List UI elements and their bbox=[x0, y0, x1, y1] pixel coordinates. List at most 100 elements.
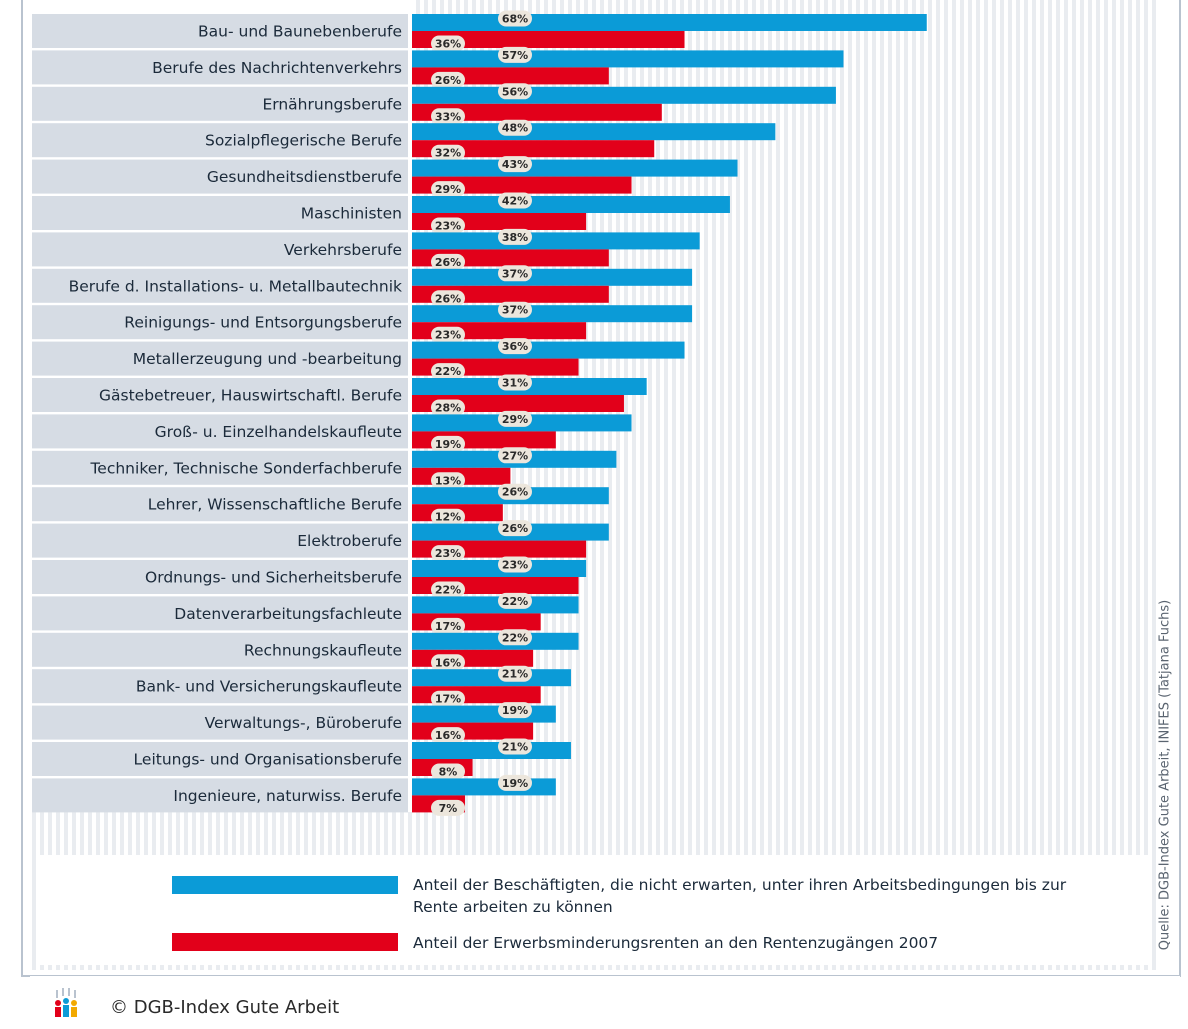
category-label: Leitungs- und Organisationsberufe bbox=[134, 751, 402, 769]
value-pill bbox=[431, 326, 465, 343]
category-bg bbox=[32, 232, 408, 267]
value-label: 38% bbox=[502, 231, 528, 244]
bar bbox=[412, 103, 662, 121]
value-pill bbox=[498, 83, 532, 100]
value-label: 27% bbox=[502, 449, 528, 462]
value-pill bbox=[431, 472, 465, 489]
value-label: 68% bbox=[502, 13, 528, 26]
value-label: 23% bbox=[435, 547, 461, 560]
value-pill bbox=[498, 265, 532, 282]
value-pill bbox=[498, 629, 532, 646]
value-pill bbox=[431, 435, 465, 452]
category-label: Metallerzeugung und -bearbeitung bbox=[133, 350, 402, 368]
value-label: 42% bbox=[502, 195, 528, 208]
category-label: Verkehrsberufe bbox=[284, 241, 402, 259]
category-bg bbox=[32, 632, 408, 667]
value-pill bbox=[431, 581, 465, 598]
value-pill bbox=[431, 253, 465, 270]
bar bbox=[412, 705, 556, 723]
value-pill bbox=[498, 702, 532, 719]
value-pill bbox=[498, 10, 532, 27]
value-label: 23% bbox=[435, 329, 461, 342]
value-label: 19% bbox=[502, 704, 528, 717]
legend-label: Anteil der Erwerbsminderungsrenten an de… bbox=[413, 934, 939, 952]
bar bbox=[412, 123, 776, 141]
category-bg bbox=[32, 268, 408, 303]
value-label: 56% bbox=[502, 85, 528, 98]
category-label: Ordnungs- und Sicherheitsberufe bbox=[145, 569, 402, 587]
value-label: 28% bbox=[435, 402, 461, 415]
value-label: 22% bbox=[435, 584, 461, 597]
value-label: 19% bbox=[435, 438, 461, 451]
value-pill bbox=[498, 192, 532, 209]
value-pill bbox=[431, 763, 465, 780]
bar bbox=[412, 305, 693, 323]
value-pill bbox=[431, 617, 465, 634]
bar bbox=[412, 50, 844, 68]
value-label: 37% bbox=[502, 267, 528, 280]
value-label: 22% bbox=[435, 365, 461, 378]
value-pill bbox=[498, 301, 532, 318]
bar bbox=[412, 232, 700, 250]
value-label: 26% bbox=[502, 522, 528, 535]
value-label: 12% bbox=[435, 511, 461, 524]
legend-swatch bbox=[172, 933, 398, 951]
value-pill bbox=[431, 290, 465, 307]
value-pill bbox=[498, 374, 532, 391]
category-bg bbox=[32, 123, 408, 158]
value-pill bbox=[431, 545, 465, 562]
value-pill bbox=[431, 799, 465, 816]
footer-bg bbox=[30, 976, 1180, 1029]
value-label: 26% bbox=[435, 292, 461, 305]
bar bbox=[412, 596, 579, 614]
value-label: 16% bbox=[435, 729, 461, 742]
value-label: 29% bbox=[502, 413, 528, 426]
category-label: Ingenieure, naturwiss. Berufe bbox=[173, 787, 402, 805]
value-label: 22% bbox=[502, 631, 528, 644]
bar bbox=[412, 649, 534, 667]
value-pill bbox=[431, 508, 465, 525]
value-pill bbox=[431, 108, 465, 125]
value-pill bbox=[431, 654, 465, 671]
category-bg bbox=[32, 487, 408, 522]
category-label: Gästebetreuer, Hauswirtschaftl. Berufe bbox=[99, 387, 402, 405]
category-bg bbox=[32, 14, 408, 48]
category-bg bbox=[32, 705, 408, 740]
category-bg bbox=[32, 341, 408, 376]
category-label: Sozialpflegerische Berufe bbox=[205, 132, 402, 150]
category-bg bbox=[32, 159, 408, 194]
value-pill bbox=[498, 520, 532, 537]
value-label: 23% bbox=[435, 220, 461, 233]
category-bg bbox=[32, 523, 408, 558]
category-bg bbox=[32, 560, 408, 594]
value-pill bbox=[498, 119, 532, 136]
value-pill bbox=[431, 35, 465, 52]
bar bbox=[412, 742, 571, 759]
value-label: 21% bbox=[502, 668, 528, 681]
bar bbox=[412, 669, 571, 687]
value-label: 8% bbox=[439, 766, 458, 779]
category-bg bbox=[32, 50, 408, 85]
value-pill bbox=[498, 228, 532, 245]
value-pill bbox=[431, 363, 465, 380]
value-label: 26% bbox=[502, 486, 528, 499]
value-label: 26% bbox=[435, 74, 461, 87]
value-label: 26% bbox=[435, 256, 461, 269]
category-label: Verwaltungs-, Büroberufe bbox=[205, 714, 402, 732]
source: Quelle: DGB-Index Gute Arbeit, INIFES (T… bbox=[1158, 600, 1173, 950]
bar bbox=[412, 86, 836, 104]
value-label: 17% bbox=[435, 620, 461, 633]
bar bbox=[412, 632, 579, 650]
value-pill bbox=[498, 738, 532, 755]
value-label: 17% bbox=[435, 693, 461, 706]
category-label: Lehrer, Wissenschaftliche Berufe bbox=[148, 496, 402, 514]
category-bg bbox=[32, 778, 408, 813]
category-label: Berufe des Nachrichtenverkehrs bbox=[152, 59, 402, 77]
value-pill bbox=[498, 156, 532, 173]
category-bg bbox=[32, 305, 408, 340]
value-pill bbox=[431, 399, 465, 416]
category-label: Ernährungsberufe bbox=[262, 95, 402, 113]
category-bg bbox=[32, 742, 408, 776]
value-label: 57% bbox=[502, 49, 528, 62]
category-label: Maschinisten bbox=[301, 205, 402, 223]
